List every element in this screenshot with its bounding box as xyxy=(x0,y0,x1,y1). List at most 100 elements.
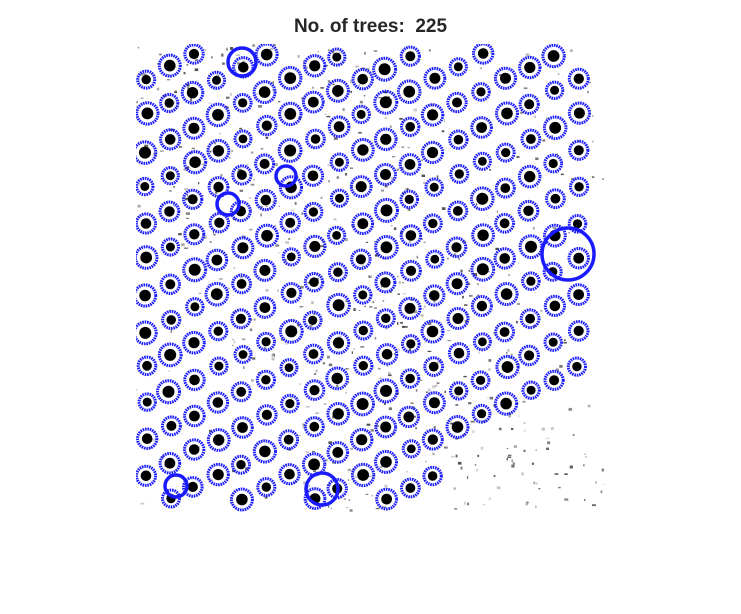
noise-speck xyxy=(324,469,326,472)
noise-speck xyxy=(462,296,464,299)
noise-speck xyxy=(350,185,353,188)
tree-blob xyxy=(523,205,534,216)
tree-marker xyxy=(445,236,468,259)
tree-blob xyxy=(548,337,558,347)
noise-speck xyxy=(476,468,478,472)
tree-marker xyxy=(449,381,469,401)
noise-speck xyxy=(592,140,594,143)
tree-blob xyxy=(476,122,487,133)
tree-marker xyxy=(253,258,277,282)
tree-marker xyxy=(470,370,491,391)
tree-blob xyxy=(380,133,392,145)
noise-speck xyxy=(232,218,237,221)
noise-speck xyxy=(534,482,538,485)
noise-speck xyxy=(422,308,425,310)
tree-blob xyxy=(211,254,223,266)
tree-blob xyxy=(335,193,344,203)
noise-speck xyxy=(299,285,304,289)
tree-marker xyxy=(470,186,495,211)
noise-speck xyxy=(532,226,535,230)
noise-speck xyxy=(271,354,274,357)
noise-speck xyxy=(303,481,306,485)
tree-marker xyxy=(470,116,493,139)
tree-marker xyxy=(566,356,587,377)
noise-speck xyxy=(351,351,353,354)
noise-speck xyxy=(541,427,545,431)
tree-blob xyxy=(284,144,297,157)
tree-blob xyxy=(236,493,248,506)
tree-blob xyxy=(499,253,511,264)
tree-marker xyxy=(206,391,230,414)
noise-speck xyxy=(235,54,240,56)
noise-speck xyxy=(178,146,182,148)
noise-speck xyxy=(407,147,411,149)
tree-marker xyxy=(374,271,397,294)
noise-speck xyxy=(458,258,460,261)
noise-speck xyxy=(455,454,458,458)
noise-speck xyxy=(348,499,350,501)
tree-blob xyxy=(238,62,249,73)
tree-marker xyxy=(274,164,298,188)
noise-speck xyxy=(203,48,207,52)
tree-blob xyxy=(235,313,246,324)
noise-speck xyxy=(440,321,442,324)
noise-speck xyxy=(396,168,399,171)
tree-marker xyxy=(204,281,230,307)
tree-blob xyxy=(380,204,393,217)
tree-marker xyxy=(255,369,276,390)
tree-marker xyxy=(540,226,596,282)
noise-speck xyxy=(230,93,232,96)
tree-blob xyxy=(189,374,200,386)
noise-speck xyxy=(211,56,213,59)
tree-marker xyxy=(278,463,301,486)
noise-speck xyxy=(533,324,535,328)
tree-blob xyxy=(549,121,562,134)
noise-speck xyxy=(489,396,494,400)
tree-marker xyxy=(208,321,229,342)
tree-blob xyxy=(358,290,368,300)
noise-speck xyxy=(507,454,512,456)
noise-speck xyxy=(535,505,537,509)
tree-blob xyxy=(550,193,561,204)
tree-blob xyxy=(189,410,200,422)
noise-speck xyxy=(342,404,346,407)
noise-speck xyxy=(170,330,172,333)
noise-speck xyxy=(305,406,310,408)
tree-blob xyxy=(238,98,248,108)
tree-marker xyxy=(180,80,205,105)
noise-speck xyxy=(249,328,253,332)
tree-marker xyxy=(423,284,446,307)
noise-speck xyxy=(265,289,269,292)
noise-speck xyxy=(384,402,386,405)
noise-speck xyxy=(397,293,400,295)
noise-speck xyxy=(379,466,383,468)
tree-blob xyxy=(237,242,249,254)
noise-speck xyxy=(407,208,411,211)
tree-marker xyxy=(304,471,340,507)
noise-speck xyxy=(584,453,586,455)
tree-marker xyxy=(545,188,566,210)
tree-blob xyxy=(165,242,175,252)
tree-marker xyxy=(232,93,253,113)
noise-speck xyxy=(457,461,462,465)
tree-blob xyxy=(405,51,416,62)
tree-blob xyxy=(356,109,366,119)
tree-blob xyxy=(139,146,151,159)
noise-speck xyxy=(511,428,514,431)
tree-marker xyxy=(159,128,182,151)
noise-speck xyxy=(240,275,243,279)
tree-blobs xyxy=(139,48,585,506)
noise-speck xyxy=(302,423,305,426)
noise-speck xyxy=(200,268,202,271)
tree-blob xyxy=(261,337,271,347)
noise-speck xyxy=(453,487,456,490)
tree-marker xyxy=(256,477,277,498)
tree-marker xyxy=(301,452,327,477)
tree-blob xyxy=(574,182,584,192)
noise-speck xyxy=(301,212,303,215)
noise-speck xyxy=(460,466,463,470)
tree-marker xyxy=(226,46,258,78)
noise-speck xyxy=(600,490,603,494)
noise-speck xyxy=(388,407,392,411)
tree-blob xyxy=(501,148,511,158)
